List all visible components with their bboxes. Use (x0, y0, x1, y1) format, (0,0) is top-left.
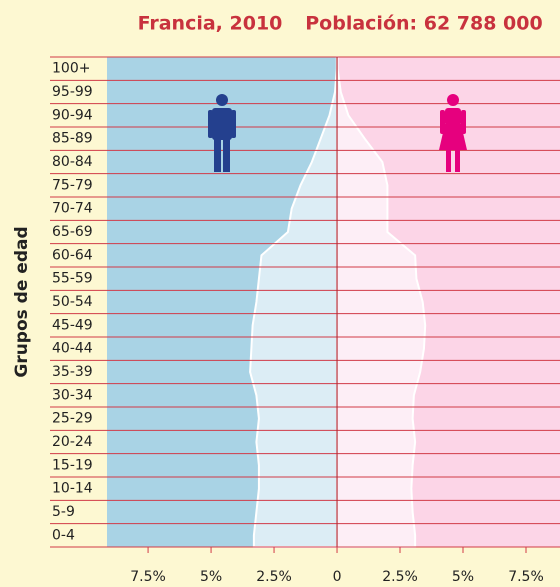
y-tick-label: 70-74 (52, 201, 93, 217)
x-tick-label: 5% (452, 569, 474, 585)
marks: 0-4 5-9 10-14 15-19 20-24 25-29 30-34 35-39 40-4… (50, 56, 560, 585)
y-tick-label: 65-69 (52, 224, 93, 240)
icons (208, 94, 467, 172)
chart-subtitle: Población: 62 788 000 (305, 13, 542, 35)
y-tick-label: 95-99 (52, 84, 93, 100)
x-tick-label: 0 (333, 569, 342, 585)
female-icon (439, 94, 467, 172)
y-tick-label: 25-29 (52, 411, 93, 427)
y-tick-label: 10-14 (52, 481, 93, 497)
y-tick-label: 20-24 (52, 434, 93, 450)
y-tick-label: 85-89 (52, 131, 93, 147)
y-tick-label: 60-64 (52, 247, 93, 263)
y-axis-label: Grupos de edad (12, 226, 32, 377)
y-tick-label: 40-44 (52, 341, 93, 357)
y-tick-label: 0-4 (52, 527, 75, 543)
y-tick-label: 5-9 (52, 504, 75, 520)
chart-title: Francia, 2010 (138, 13, 283, 35)
y-tick-label: 80-84 (52, 154, 93, 170)
x-tick-label: 7.5% (508, 569, 544, 585)
y-tick-label: 35-39 (52, 364, 93, 380)
y-tick-label: 90-94 (52, 107, 93, 123)
male-icon (208, 94, 236, 172)
y-tick-label: 45-49 (52, 317, 93, 333)
y-tick-label: 30-34 (52, 387, 93, 403)
y-tick-label: 50-54 (52, 294, 93, 310)
x-tick-label: 2.5% (256, 569, 292, 585)
y-tick-label: 55-59 (52, 271, 93, 287)
y-tick-label: 15-19 (52, 457, 93, 473)
x-tick-label: 2.5% (382, 569, 418, 585)
x-tick-label: 7.5% (130, 569, 166, 585)
y-tick-label: 100+ (52, 61, 90, 77)
x-tick-label: 5% (200, 569, 222, 585)
y-tick-label: 75-79 (52, 177, 93, 193)
